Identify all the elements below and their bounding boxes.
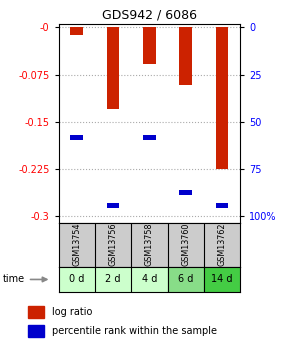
Bar: [179, 190, 192, 195]
Text: 0 d: 0 d: [69, 275, 84, 284]
Text: time: time: [3, 275, 25, 284]
Bar: [204, 267, 240, 292]
Bar: [143, 135, 156, 140]
Bar: [70, 27, 83, 35]
Bar: [28, 306, 44, 317]
Bar: [107, 27, 120, 109]
Text: GSM13754: GSM13754: [72, 222, 81, 266]
Bar: [143, 27, 156, 64]
Text: 2 d: 2 d: [105, 275, 121, 284]
Bar: [216, 203, 229, 208]
Text: GSM13760: GSM13760: [181, 223, 190, 266]
Text: 14 d: 14 d: [211, 275, 233, 284]
Text: GSM13762: GSM13762: [218, 222, 226, 266]
Bar: [168, 267, 204, 292]
Bar: [131, 267, 168, 292]
Bar: [28, 325, 44, 337]
Text: 4 d: 4 d: [142, 275, 157, 284]
Bar: [179, 27, 192, 85]
Bar: [216, 27, 229, 169]
Text: GSM13756: GSM13756: [109, 222, 117, 266]
Text: 6 d: 6 d: [178, 275, 193, 284]
Text: log ratio: log ratio: [52, 307, 92, 317]
Title: GDS942 / 6086: GDS942 / 6086: [102, 9, 197, 22]
Text: GSM13758: GSM13758: [145, 222, 154, 266]
Bar: [107, 203, 120, 208]
Bar: [95, 267, 131, 292]
Text: percentile rank within the sample: percentile rank within the sample: [52, 326, 217, 336]
Bar: [70, 135, 83, 140]
Bar: [59, 267, 95, 292]
